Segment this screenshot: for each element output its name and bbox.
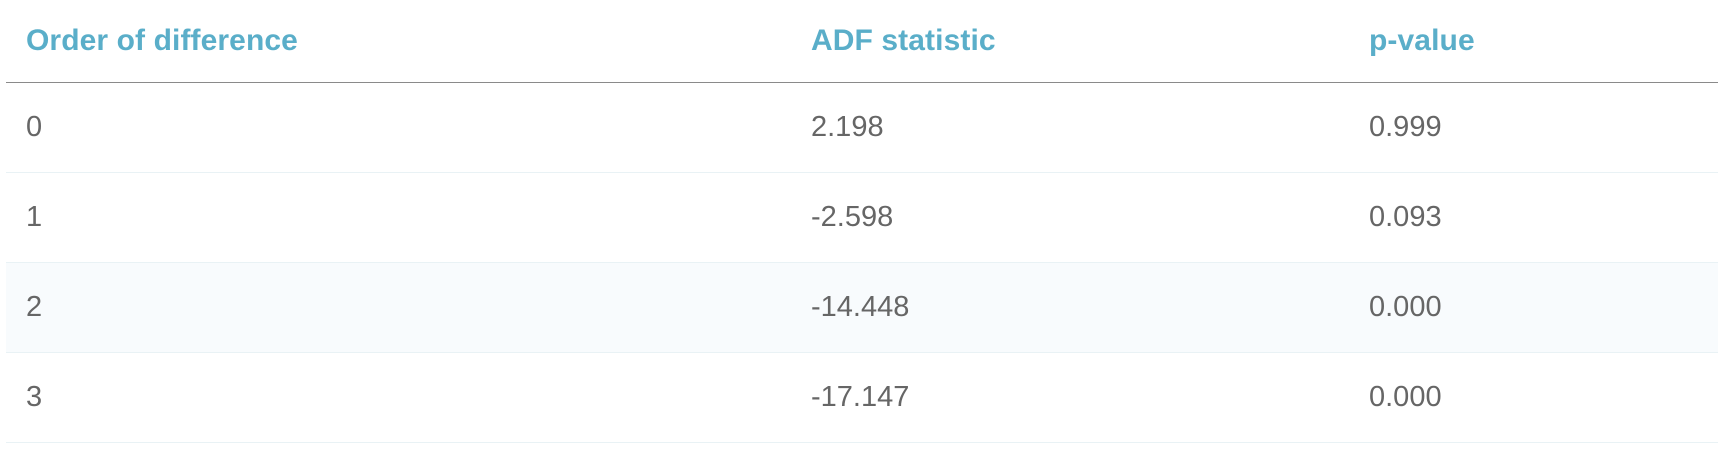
cell-adf-statistic: -17.147: [791, 352, 1349, 443]
header-adf-statistic: ADF statistic: [791, 0, 1349, 83]
table-row: 2 -14.448 0.000: [6, 262, 1718, 353]
table-row: 0 2.198 0.999: [6, 82, 1718, 173]
cell-order: 2: [6, 262, 791, 353]
cell-adf-statistic: -14.448: [791, 262, 1349, 353]
adf-results-table: Order of difference ADF statistic p-valu…: [6, 0, 1718, 443]
table-row: 3 -17.147 0.000: [6, 352, 1718, 443]
cell-adf-statistic: -2.598: [791, 172, 1349, 263]
table-header-row: Order of difference ADF statistic p-valu…: [6, 0, 1718, 83]
header-p-value: p-value: [1349, 0, 1718, 83]
cell-p-value: 0.093: [1349, 172, 1718, 263]
header-order-of-difference: Order of difference: [6, 0, 791, 83]
cell-order: 0: [6, 82, 791, 173]
cell-order: 1: [6, 172, 791, 263]
cell-p-value: 0.000: [1349, 352, 1718, 443]
cell-adf-statistic: 2.198: [791, 82, 1349, 173]
cell-order: 3: [6, 352, 791, 443]
adf-results-table-container: Order of difference ADF statistic p-valu…: [6, 0, 1718, 443]
cell-p-value: 0.999: [1349, 82, 1718, 173]
table-row: 1 -2.598 0.093: [6, 172, 1718, 263]
cell-p-value: 0.000: [1349, 262, 1718, 353]
